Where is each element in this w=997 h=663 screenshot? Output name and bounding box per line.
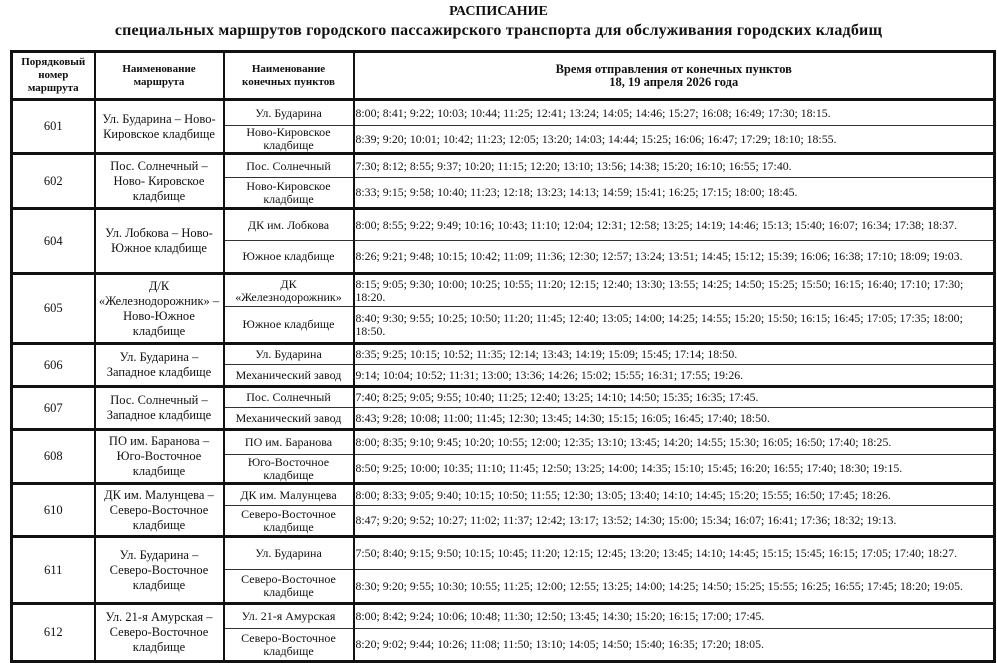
terminal-stop: Ул. Бударина	[223, 98, 355, 126]
table-row: 606 Ул. Бударина – Западное кладбище Ул. Б…	[11, 342, 995, 387]
departure-times: 8:00; 8:55; 9:22; 9:49; 10:16; 10:43; 11…	[353, 207, 995, 241]
route-number: 607	[11, 385, 96, 430]
table-row: 602 Пос. Солнечный – Ново- Кировское клад…	[11, 152, 995, 209]
header-times-date: 18, 19 апреля 2026 года	[609, 74, 739, 89]
departure-times: 8:15; 9:05; 9:30; 10:00; 10:25; 10:55; 1…	[353, 272, 995, 307]
route-number: 604	[11, 207, 96, 274]
terminal-stop: Северо-Восточное кладбище	[223, 628, 355, 662]
header-number: Порядковый номер маршрута	[10, 50, 96, 101]
departure-times: 7:30; 8:12; 8:55; 9:37; 10:20; 11:15; 12…	[353, 152, 995, 178]
header-times: Время отправления от конечных пунктов 18…	[352, 50, 996, 101]
departure-times: 8:33; 9:15; 9:58; 10:40; 11:23; 12:18; 1…	[353, 177, 995, 209]
route-name: Ул. Бударина – Западное кладбище	[94, 342, 225, 387]
departure-times: 8:00; 8:35; 9:10; 9:45; 10:20; 10:55; 12…	[353, 428, 995, 455]
terminal-stop: Южное кладбище	[223, 306, 355, 344]
terminal-stop: ДК «Железнодорожник»	[223, 272, 355, 307]
departure-times: 8:40; 9:30; 9:55; 10:25; 10:50; 11:20; 1…	[353, 306, 995, 344]
document-title: РАСПИСАНИЕ	[449, 4, 548, 19]
table-row: Северо-Восточное кладбище 8:20; 9:02; 9:4…	[12, 628, 995, 662]
table-row: Северо-Восточное кладбище 8:47; 9:20; 9:5…	[12, 505, 995, 537]
terminal-stop: Южное кладбище	[223, 240, 355, 274]
departure-times: 9:14; 10:04; 10:52; 11:31; 13:00; 13:36;…	[353, 364, 995, 387]
table-row: 610 ДК им. Малунцева – Северо-Восточное к…	[11, 482, 995, 537]
terminal-stop: Пос. Солнечный	[223, 152, 355, 178]
route-number: 602	[11, 152, 96, 209]
table-row: Механический завод 9:14; 10:04; 10:52; 11…	[12, 364, 995, 387]
departure-times: 8:00; 8:41; 9:22; 10:03; 10:44; 11:25; 1…	[353, 98, 995, 126]
table-row: 601 Ул. Бударина – Ново-Кировское кладбищ…	[11, 98, 995, 154]
route-number: 612	[11, 602, 96, 662]
route-name: Пос. Солнечный – Ново- Кировское кладбищ…	[94, 152, 225, 209]
table-row: Ново-Кировское кладбище 8:39; 9:20; 10:01…	[12, 125, 995, 154]
route-name: Ул. 21-я Амурская – Северо-Восточное кла…	[94, 602, 225, 662]
terminal-stop: Ново-Кировское кладбище	[223, 177, 355, 209]
route-number: 606	[11, 342, 96, 387]
terminal-stop: Ул. Бударина	[223, 342, 355, 365]
route-number: 610	[11, 482, 96, 537]
table-row: Юго-Восточное кладбище 8:50; 9:25; 10:00;…	[12, 454, 995, 484]
terminal-stop: Ново-Кировское кладбище	[223, 125, 355, 154]
route-name: Ул. Бударина – Северо-Восточное кладбище	[94, 535, 225, 604]
departure-times: 8:00; 8:42; 9:24; 10:06; 10:48; 11:30; 1…	[353, 602, 995, 629]
terminal-stop: Ул. 21-я Амурская	[223, 602, 355, 629]
terminal-stop: ДК им. Малунцева	[223, 482, 355, 506]
header-route: Наименование маршрута	[93, 50, 225, 101]
table-row: Северо-Восточное кладбище 8:30; 9:20; 9:5…	[12, 569, 995, 604]
departure-times: 7:40; 8:25; 9:05; 9:55; 10:40; 11:25; 12…	[353, 385, 995, 408]
departure-times: 8:39; 9:20; 10:01; 10:42; 11:23; 12:05; …	[353, 125, 995, 154]
departure-times: 8:35; 9:25; 10:15; 10:52; 11:35; 12:14; …	[353, 342, 995, 365]
table-row: 611 Ул. Бударина – Северо-Восточное кладб…	[11, 535, 995, 604]
route-number: 605	[11, 272, 96, 344]
route-name: ДК им. Малунцева – Северо-Восточное клад…	[94, 482, 225, 537]
departure-times: 8:50; 9:25; 10:00; 10:35; 11:10; 11:45; …	[353, 454, 995, 484]
terminal-stop: Механический завод	[223, 364, 355, 387]
table-row: 607 Пос. Солнечный – Западное кладбище Пос…	[11, 385, 995, 430]
table-row: Южное кладбище 8:40; 9:30; 9:55; 10:25; 1…	[12, 306, 995, 344]
route-number: 601	[11, 98, 96, 154]
table-row: 608 ПО им. Баранова – Юго-Восточное кладб…	[11, 428, 995, 484]
table-row: Механический завод 8:43; 9:28; 10:08; 11:…	[12, 407, 995, 430]
route-number: 608	[11, 428, 96, 484]
terminal-stop: ДК им. Лобкова	[223, 207, 355, 241]
route-name: Пос. Солнечный – Западное кладбище	[94, 385, 225, 430]
table-row: 604 Ул. Лобкова – Ново-Южное кладбище ДК и…	[11, 207, 995, 274]
route-name: ПО им. Баранова – Юго-Восточное кладбище	[94, 428, 225, 484]
terminal-stop: Юго-Восточное кладбище	[223, 454, 355, 484]
table-row: 612 Ул. 21-я Амурская – Северо-Восточное …	[11, 602, 995, 662]
departure-times: 8:00; 8:33; 9:05; 9:40; 10:15; 10:50; 11…	[353, 482, 995, 506]
terminal-stop: Механический завод	[223, 407, 355, 430]
departure-times: 8:43; 9:28; 10:08; 11:00; 11:45; 12:30; …	[353, 407, 995, 430]
departure-times: 7:50; 8:40; 9:15; 9:50; 10:15; 10:45; 11…	[353, 535, 995, 570]
terminal-stop: Ул. Бударина	[223, 535, 355, 570]
terminal-stop: Пос. Солнечный	[223, 385, 355, 408]
route-number: 611	[11, 535, 96, 604]
departure-times: 8:20; 9:02; 9:44; 10:26; 11:08; 11:50; 1…	[353, 628, 995, 662]
table-row: Ново-Кировское кладбище 8:33; 9:15; 9:58;…	[12, 177, 995, 209]
terminal-stop: ПО им. Баранова	[223, 428, 355, 455]
document-subtitle: специальных маршрутов городского пассажи…	[114, 22, 883, 39]
departure-times: 8:47; 9:20; 9:52; 10:27; 11:02; 11:37; 1…	[353, 505, 995, 537]
table-row: Южное кладбище 8:26; 9:21; 9:48; 10:15; 1…	[12, 240, 995, 274]
route-name: Ул. Бударина – Ново-Кировское кладбище	[94, 98, 225, 154]
terminal-stop: Северо-Восточное кладбище	[223, 569, 355, 604]
header-times-title: Время отправления от конечных пунктов	[555, 61, 792, 76]
departure-times: 8:30; 9:20; 9:55; 10:30; 10:55; 11:25; 1…	[353, 569, 995, 604]
route-name: Д/К «Железнодорожник» – Ново-Южное кладб…	[94, 272, 225, 344]
terminal-stop: Северо-Восточное кладбище	[223, 505, 355, 537]
schedule-table: Порядковый номер маршрута Наименование м…	[10, 50, 996, 663]
table-row: 605 Д/К «Железнодорожник» – Ново-Южное кл…	[11, 272, 995, 344]
route-name: Ул. Лобкова – Ново-Южное кладбище	[94, 207, 225, 274]
departure-times: 8:26; 9:21; 9:48; 10:15; 10:42; 11:09; 1…	[353, 240, 995, 274]
header-stops: Наименование конечных пунктов	[222, 50, 355, 101]
